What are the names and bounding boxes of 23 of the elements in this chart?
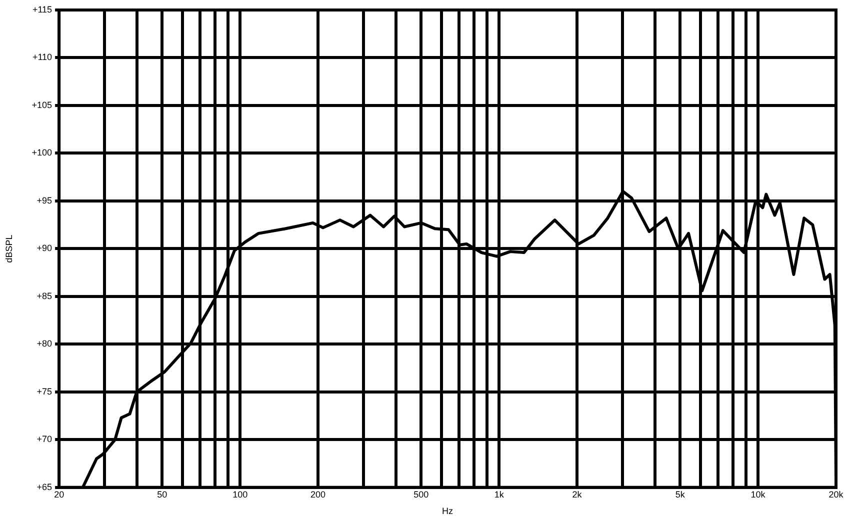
x-tick-label: 100 [232, 489, 248, 500]
x-tick-label: 20k [828, 489, 844, 500]
x-tick-label: 10k [750, 489, 766, 500]
x-tick-label: 50 [157, 489, 168, 500]
x-tick-label: 200 [310, 489, 326, 500]
y-tick-label: +85 [36, 290, 52, 301]
y-tick-label: +95 [36, 195, 52, 206]
y-tick-label: +70 [36, 434, 52, 444]
y-tick-label: +105 [32, 100, 52, 110]
y-tick-label: +110 [32, 52, 52, 62]
x-axis-title: Hz [442, 506, 454, 516]
x-tick-label: 5k [675, 489, 686, 500]
y-tick-label: +65 [36, 482, 52, 492]
x-tick-label: 2k [572, 489, 582, 500]
y-tick-label: +100 [32, 148, 52, 158]
x-tick-label: 500 [414, 489, 429, 500]
x-tick-label: 20 [54, 489, 64, 500]
y-tick-label: +75 [36, 386, 52, 396]
y-axis-title: dBSPL [4, 234, 14, 263]
x-tick-label: 1k [494, 489, 504, 500]
y-tick-label: +115 [32, 4, 52, 14]
y-tick-label: +90 [36, 243, 52, 254]
y-tick-label: +80 [36, 338, 52, 349]
